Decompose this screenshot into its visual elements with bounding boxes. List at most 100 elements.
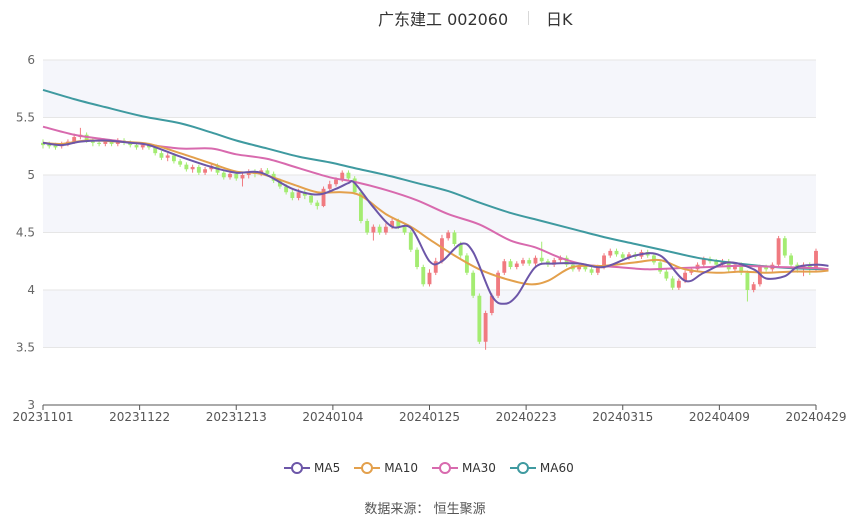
x-tick-label: 20231122 — [109, 410, 170, 424]
x-tick-label: 20240315 — [592, 410, 653, 424]
candlestick-chart[interactable]: 33.544.555.56 20231101 20231122 20231213 20… — [0, 0, 850, 440]
candle-body — [228, 173, 232, 178]
candle — [502, 258, 507, 276]
y-tick-label: 4.5 — [16, 226, 35, 240]
candle-body — [408, 232, 413, 250]
candle-body — [390, 221, 395, 227]
x-tick-label: 20240125 — [399, 410, 460, 424]
candle-body — [814, 250, 818, 270]
candle — [782, 235, 787, 258]
candle-body — [583, 265, 588, 270]
candle-body — [446, 232, 451, 239]
candle — [165, 153, 170, 162]
candle — [514, 261, 519, 270]
legend-item-ma60[interactable]: MA60 — [509, 461, 574, 475]
legend-item-ma30[interactable]: MA30 — [432, 461, 496, 475]
candle-body — [377, 226, 382, 233]
candle-body — [471, 272, 476, 296]
candle-body — [558, 257, 563, 261]
candle — [789, 253, 793, 267]
candle — [346, 170, 351, 181]
candle — [228, 171, 232, 180]
candle — [757, 264, 762, 287]
candle — [614, 248, 619, 257]
candle-body — [309, 195, 313, 203]
candle — [464, 253, 469, 276]
candle — [483, 310, 488, 350]
y-tick-label: 4 — [27, 283, 35, 297]
candle-body — [165, 155, 170, 158]
candle — [533, 255, 538, 266]
candle-body — [776, 238, 781, 265]
candle-body — [502, 261, 507, 273]
candle-body — [358, 192, 363, 221]
candle — [352, 176, 357, 195]
candle — [290, 189, 295, 201]
legend-item-ma10[interactable]: MA10 — [354, 461, 418, 475]
candle — [440, 234, 444, 264]
candle-body — [714, 261, 719, 265]
candle-body — [508, 261, 513, 267]
candle-body — [427, 272, 432, 285]
ma60-legend-icon — [509, 462, 536, 474]
moving-average-lines — [42, 88, 829, 305]
candle-body — [103, 141, 108, 144]
candle-body — [371, 226, 376, 233]
candle-body — [402, 226, 407, 233]
candle-body — [627, 254, 631, 258]
legend: MA5 MA10 MA30 MA60 — [284, 458, 588, 478]
candle — [477, 293, 482, 345]
candle — [589, 267, 594, 276]
legend-label-ma60: MA60 — [539, 461, 574, 475]
chart-title: 广东建工 002060 — [378, 10, 509, 29]
legend-item-ma5[interactable]: MA5 — [284, 461, 340, 475]
candle-body — [290, 192, 295, 198]
candle — [452, 230, 457, 247]
candle-body — [514, 263, 519, 267]
candle-body — [321, 188, 326, 207]
candle-body — [171, 155, 176, 162]
candle-body — [221, 172, 226, 178]
y-tick-label: 3 — [27, 398, 35, 412]
candle-body — [203, 169, 208, 173]
candle-body — [608, 250, 613, 256]
candle-body — [128, 142, 133, 146]
candle-body — [97, 142, 102, 144]
candle — [433, 257, 438, 276]
title-separator — [528, 11, 529, 25]
candle — [508, 258, 513, 270]
candle — [309, 193, 313, 205]
candle — [664, 269, 669, 281]
candle — [90, 138, 95, 147]
ma30-legend-icon — [432, 462, 459, 474]
candle-body — [72, 137, 77, 142]
candle — [302, 189, 307, 200]
source-label: 数据来源： — [364, 502, 430, 517]
candle — [776, 235, 781, 267]
candle — [620, 252, 625, 261]
candle-body — [745, 272, 750, 290]
source-value: 恒生聚源 — [433, 502, 486, 517]
background-bands — [43, 60, 816, 348]
candle — [658, 260, 663, 274]
candle — [421, 264, 426, 287]
candle — [383, 223, 388, 235]
candle-body — [739, 264, 744, 273]
legend-label-ma10: MA10 — [384, 461, 419, 475]
period-label[interactable]: 日K — [546, 10, 573, 29]
candle — [78, 127, 83, 140]
candle-body — [302, 192, 307, 196]
candle-body — [521, 260, 525, 264]
candle — [365, 218, 370, 235]
candle — [496, 270, 501, 299]
candle — [745, 270, 750, 302]
background-band — [43, 290, 816, 348]
candle — [558, 255, 563, 263]
candle-body — [701, 258, 706, 265]
candle — [670, 276, 675, 290]
candle-body — [595, 267, 600, 273]
y-axis-labels: 3 3.5 4 4.5 5 5.5 6 — [16, 53, 35, 412]
y-tick-label: 3.5 — [16, 341, 35, 355]
candle-body — [483, 313, 488, 342]
legend-label-ma30: MA30 — [462, 461, 496, 475]
